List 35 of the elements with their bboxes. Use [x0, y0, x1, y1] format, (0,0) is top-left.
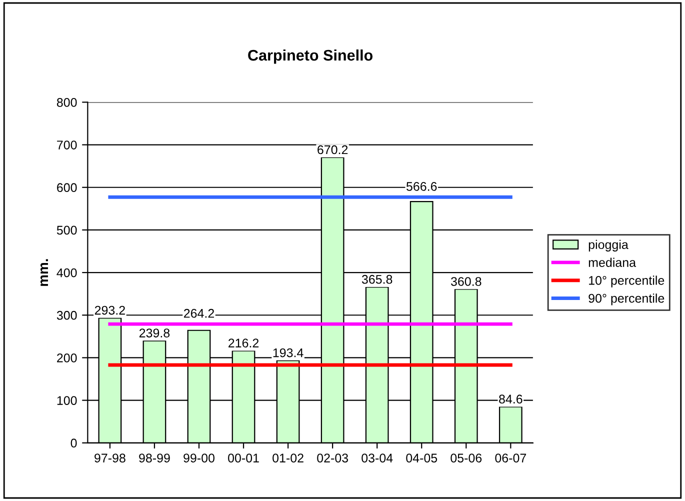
- x-tick-label: 99-00: [184, 454, 214, 462]
- x-tick-label: 02-03: [317, 454, 348, 462]
- data-label: 84.6: [499, 394, 522, 404]
- x-tick-label: 05-06: [450, 454, 482, 462]
- y-tick-label: 500: [56, 226, 77, 235]
- legend-label: 10° percentile: [589, 276, 664, 288]
- y-tick-label: 700: [57, 140, 77, 150]
- data-label: 566.6: [406, 182, 437, 191]
- legend-label: 90° percentile: [588, 294, 664, 306]
- x-tick-label: 04-05: [406, 454, 438, 462]
- y-tick-label: 200: [57, 354, 77, 362]
- y-tick-label: 300: [56, 310, 77, 320]
- x-tick-label: 97-98: [94, 454, 126, 462]
- data-label: 365.8: [362, 274, 392, 284]
- y-tick-label: 0: [70, 438, 77, 448]
- y-tick-label: 600: [57, 183, 77, 192]
- y-axis-title: mm.: [40, 259, 48, 286]
- x-tick-label: 01-02: [272, 454, 304, 462]
- x-tick-label: 00-01: [228, 454, 259, 462]
- x-tick-label: 06-07: [495, 454, 526, 462]
- data-label: 239.8: [139, 328, 170, 338]
- x-tick-label: 03-04: [362, 454, 393, 462]
- data-label: 264.2: [184, 308, 214, 318]
- data-label: 293.2: [94, 306, 125, 315]
- y-tick-label: 400: [56, 268, 77, 278]
- y-tick-label: 800: [56, 98, 77, 107]
- legend-label: pioggia: [588, 240, 628, 252]
- x-tick-label: 98-99: [139, 454, 170, 462]
- data-label: 216.2: [228, 338, 259, 348]
- data-label: 193.4: [273, 348, 304, 358]
- data-label: 670.2: [318, 145, 348, 154]
- data-label: 360.8: [450, 277, 482, 286]
- chart-title: Carpineto Sinello: [248, 49, 373, 64]
- legend-label: mediana: [588, 258, 636, 267]
- y-tick-label: 100: [57, 396, 77, 405]
